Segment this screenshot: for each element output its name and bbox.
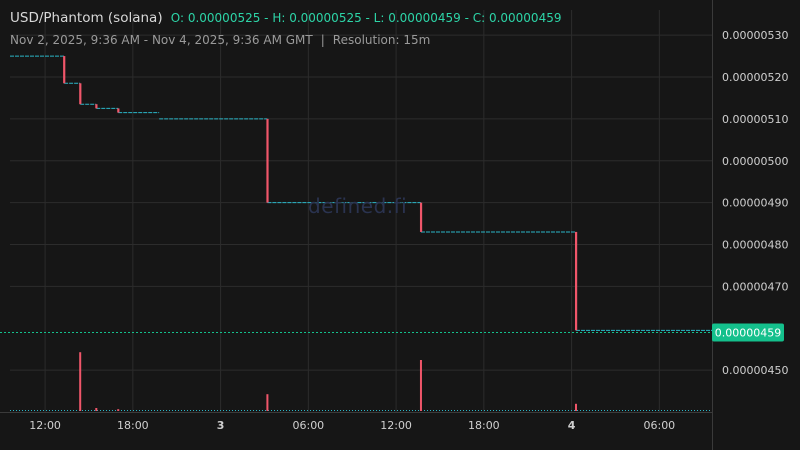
pair-name[interactable]: USD/Phantom (solana)	[10, 10, 163, 26]
last-price-badge	[712, 323, 784, 342]
y-tick-label: 0.00000470	[722, 280, 788, 293]
resolution-label[interactable]: Resolution: 15m	[332, 33, 431, 47]
x-tick-label: 3	[217, 419, 225, 432]
watermark: defined.fi	[308, 194, 408, 218]
candle-drop	[63, 56, 66, 84]
candle-drop	[117, 108, 120, 113]
chart-subheader: Nov 2, 2025, 9:36 AM - Nov 4, 2025, 9:36…	[10, 33, 430, 47]
date-range: Nov 2, 2025, 9:36 AM - Nov 4, 2025, 9:36…	[10, 33, 313, 47]
x-tick-label: 4	[568, 419, 576, 432]
candle-drop	[95, 104, 98, 109]
last-price-label: 0.00000459	[715, 326, 781, 339]
candle-drop	[79, 83, 82, 105]
x-tick-label: 12:00	[380, 419, 412, 432]
volume-bar	[79, 352, 82, 411]
y-tick-label: 0.00000510	[722, 113, 788, 126]
y-tick-label: 0.00000500	[722, 155, 788, 168]
volume-bar	[266, 394, 269, 411]
x-tick-label: 06:00	[643, 419, 675, 432]
y-tick-label: 0.00000520	[722, 71, 788, 84]
y-tick-label: 0.00000480	[722, 239, 788, 252]
volume-bar	[574, 403, 577, 411]
y-tick-label: 0.00000490	[722, 197, 788, 210]
ohlc-readout: O: 0.00000525 - H: 0.00000525 - L: 0.000…	[170, 11, 562, 25]
x-tick-label: 18:00	[468, 419, 500, 432]
x-tick-label: 18:00	[117, 419, 149, 432]
candle-drop	[419, 202, 423, 232]
volume-bar	[419, 360, 422, 411]
y-tick-label: 0.00000530	[722, 29, 788, 42]
x-tick-label: 12:00	[29, 419, 61, 432]
x-tick-label: 06:00	[292, 419, 324, 432]
y-tick-label: 0.00000450	[722, 364, 788, 377]
candle-drop	[266, 118, 269, 203]
chart-header: USD/Phantom (solana) O: 0.00000525 - H: …	[10, 10, 561, 26]
volume-bar	[117, 409, 120, 411]
separator: |	[320, 33, 325, 47]
volume-bar	[95, 408, 98, 411]
candle-drop	[574, 231, 578, 331]
